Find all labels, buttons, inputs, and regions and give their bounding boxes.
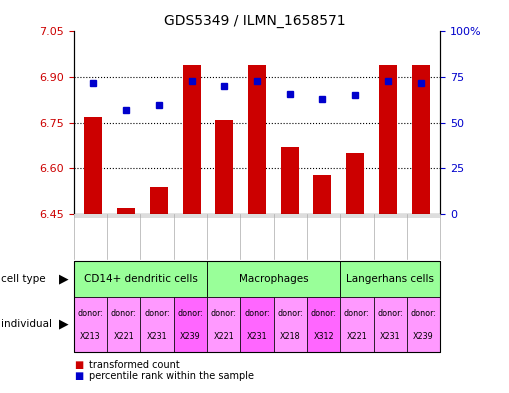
Text: individual: individual [1,319,51,329]
Text: X221: X221 [347,332,367,341]
Text: donor:: donor: [244,309,270,318]
Text: Macrophages: Macrophages [239,274,308,284]
Text: percentile rank within the sample: percentile rank within the sample [89,371,254,382]
Bar [281,147,299,214]
Bar [84,117,102,214]
Text: donor:: donor: [77,309,103,318]
Text: donor:: donor: [344,309,370,318]
Text: X221: X221 [114,332,134,341]
Text: X231: X231 [247,332,267,341]
Text: donor:: donor: [178,309,204,318]
Text: donor:: donor: [144,309,170,318]
Text: donor:: donor: [111,309,137,318]
Text: donor:: donor: [310,309,336,318]
Text: X213: X213 [80,332,101,341]
Bar [346,153,364,214]
Bar [183,65,201,214]
Text: X231: X231 [147,332,167,341]
Text: X221: X221 [213,332,234,341]
Bar [314,174,331,214]
Bar [215,120,233,214]
Text: X218: X218 [280,332,301,341]
Text: Langerhans cells: Langerhans cells [346,274,434,284]
Text: donor:: donor: [277,309,303,318]
Text: ▶: ▶ [59,318,68,331]
Text: donor:: donor: [411,309,437,318]
Text: X239: X239 [180,332,201,341]
Text: ▶: ▶ [59,272,68,286]
Text: donor:: donor: [377,309,403,318]
Bar [150,187,168,214]
Text: X231: X231 [380,332,401,341]
Text: cell type: cell type [1,274,45,284]
Bar [379,65,397,214]
Bar [248,65,266,214]
Text: GDS5349 / ILMN_1658571: GDS5349 / ILMN_1658571 [164,14,345,28]
Text: CD14+ dendritic cells: CD14+ dendritic cells [83,274,197,284]
Bar [412,65,430,214]
Text: transformed count: transformed count [89,360,180,370]
Text: ■: ■ [74,371,83,382]
Bar [117,208,135,214]
Text: ■: ■ [74,360,83,370]
Text: X239: X239 [413,332,434,341]
Text: X312: X312 [314,332,334,341]
Text: donor:: donor: [211,309,237,318]
